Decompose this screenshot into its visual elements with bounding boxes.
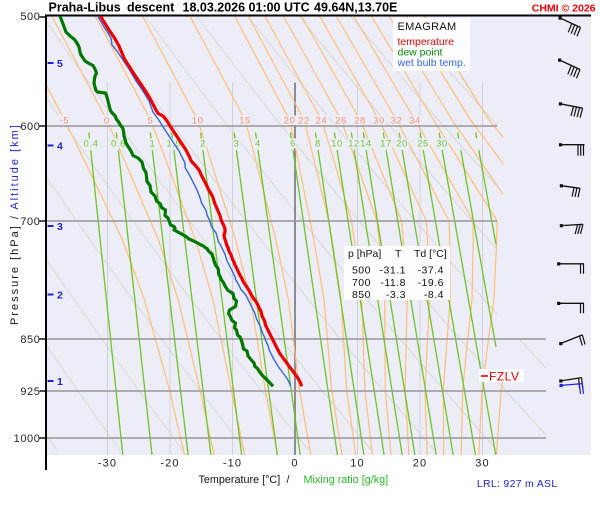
svg-text:2: 2 (200, 139, 206, 150)
svg-text:-30: -30 (98, 458, 117, 470)
svg-text:Pressure [hPa] / Altitude [km]: Pressure [hPa] / Altitude [km] (9, 123, 21, 325)
svg-text:0: 0 (291, 458, 298, 470)
svg-text:-5: -5 (60, 116, 70, 127)
svg-text:descent: descent (127, 1, 175, 15)
svg-text:3: 3 (234, 139, 240, 150)
svg-text:850: 850 (352, 289, 371, 301)
svg-text:FZLV: FZLV (489, 370, 519, 384)
svg-text:30: 30 (436, 139, 448, 150)
svg-text:2: 2 (57, 290, 63, 302)
svg-text:CHMI © 2026: CHMI © 2026 (532, 3, 596, 15)
svg-text:p [hPa]: p [hPa] (348, 248, 381, 260)
svg-text:EMAGRAM: EMAGRAM (398, 21, 457, 33)
svg-text:22: 22 (298, 116, 310, 127)
svg-text:T: T (395, 248, 402, 260)
svg-text:0: 0 (104, 116, 110, 127)
svg-text:5: 5 (57, 58, 63, 70)
svg-text:-37.4: -37.4 (418, 265, 444, 277)
svg-text:49.64N,13.70E: 49.64N,13.70E (314, 1, 397, 15)
svg-text:10: 10 (331, 139, 343, 150)
svg-text:4: 4 (57, 141, 63, 153)
svg-text:8: 8 (315, 139, 321, 150)
svg-text:850: 850 (20, 334, 40, 346)
svg-text:14: 14 (360, 139, 372, 150)
svg-text:10: 10 (350, 458, 364, 470)
svg-text:26: 26 (335, 116, 347, 127)
svg-text:3: 3 (57, 221, 63, 233)
svg-text:-11.8: -11.8 (380, 277, 406, 289)
svg-text:LRL: 927 m ASL: LRL: 927 m ASL (477, 478, 558, 490)
svg-text:0.4: 0.4 (83, 139, 98, 150)
svg-text:500: 500 (20, 11, 40, 23)
svg-text:25: 25 (417, 139, 429, 150)
svg-text:5: 5 (147, 116, 153, 127)
svg-text:20: 20 (413, 458, 427, 470)
svg-text:30: 30 (373, 116, 385, 127)
svg-text:Temperature [°C]: Temperature [°C] (199, 474, 281, 486)
svg-text:-31.1: -31.1 (380, 265, 406, 277)
svg-text:20: 20 (284, 116, 296, 127)
svg-text:700: 700 (20, 216, 40, 228)
svg-text:-19.6: -19.6 (418, 277, 444, 289)
svg-text:600: 600 (20, 121, 40, 133)
svg-text:28: 28 (354, 116, 366, 127)
svg-text:24: 24 (316, 116, 328, 127)
svg-text:30: 30 (475, 458, 489, 470)
svg-text:15: 15 (239, 116, 251, 127)
svg-text:34: 34 (409, 116, 421, 127)
svg-text:-20: -20 (160, 458, 179, 470)
svg-text:10: 10 (192, 116, 204, 127)
svg-text:-8.4: -8.4 (424, 289, 444, 301)
svg-text:-10: -10 (223, 458, 242, 470)
svg-text:32: 32 (391, 116, 403, 127)
svg-text:Td [°C]: Td [°C] (414, 248, 447, 260)
svg-text:4: 4 (255, 139, 261, 150)
svg-text:20: 20 (396, 139, 408, 150)
svg-text:/: / (287, 474, 290, 486)
svg-text:1: 1 (150, 139, 156, 150)
svg-text:12: 12 (348, 139, 360, 150)
svg-text:Mixing ratio [g/kg]: Mixing ratio [g/kg] (304, 474, 389, 486)
svg-text:Praha-Libus: Praha-Libus (49, 1, 121, 15)
svg-text:wet bulb temp.: wet bulb temp. (397, 57, 466, 69)
svg-text:700: 700 (352, 277, 371, 289)
svg-text:1: 1 (57, 376, 63, 388)
svg-text:6: 6 (290, 139, 296, 150)
svg-text:17: 17 (380, 139, 392, 150)
svg-text:1000: 1000 (14, 433, 41, 445)
svg-text:925: 925 (20, 386, 40, 398)
svg-text:500: 500 (352, 265, 371, 277)
svg-text:18.03.2026 01:00 UTC: 18.03.2026 01:00 UTC (183, 1, 310, 15)
svg-text:-3.3: -3.3 (386, 289, 406, 301)
